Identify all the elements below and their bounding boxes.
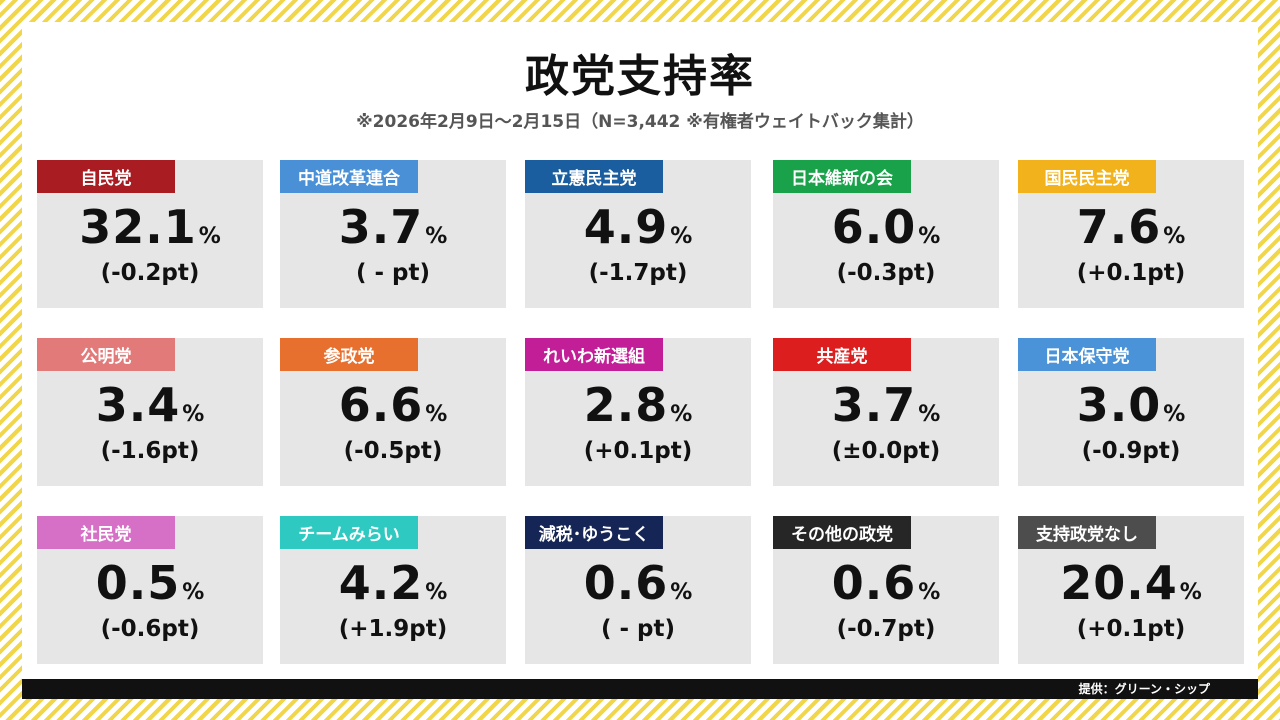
support-rate-value: 6.0 (831, 200, 917, 254)
percent-unit: % (918, 402, 941, 427)
party-name-label: 国民民主党 (1018, 160, 1156, 193)
party-name-label: 公明党 (37, 338, 175, 371)
party-name-label: 日本保守党 (1018, 338, 1156, 371)
party-card: 参政党 6.6% (-0.5pt) (280, 338, 506, 486)
party-name-label: 減税･ゆうこく (525, 516, 663, 549)
support-rate-value: 20.4 (1060, 556, 1178, 610)
support-rate-value: 4.2 (338, 556, 424, 610)
party-card: 支持政党なし 20.4% (+0.1pt) (1018, 516, 1244, 664)
support-rate-change: (+0.1pt) (583, 438, 693, 464)
party-name-label: 社民党 (37, 516, 175, 549)
party-name-label: 支持政党なし (1018, 516, 1156, 549)
support-rate-line: 32.1% (37, 200, 263, 254)
support-rate-change: (-0.9pt) (1081, 438, 1181, 464)
support-rate-change: ( - pt) (600, 616, 676, 642)
footer-bar: 提供：グリーン・シップ (22, 679, 1258, 699)
support-rate-change: (-1.6pt) (100, 438, 200, 464)
party-card: 国民民主党 7.6% (+0.1pt) (1018, 160, 1244, 308)
party-card: 自民党 32.1% (-0.2pt) (37, 160, 263, 308)
support-rate-line: 6.6% (280, 378, 506, 432)
party-card: 立憲民主党 4.9% (-1.7pt) (525, 160, 751, 308)
chart-title: 政党支持率 (525, 51, 755, 102)
support-rate-line: 6.0% (773, 200, 999, 254)
party-card: 公明党 3.4% (-1.6pt) (37, 338, 263, 486)
party-name-label: 参政党 (280, 338, 418, 371)
party-name-label: 立憲民主党 (525, 160, 663, 193)
support-rate-value: 0.6 (583, 556, 669, 610)
percent-unit: % (1163, 224, 1186, 249)
party-card: 共産党 3.7% (±0.0pt) (773, 338, 999, 486)
party-card: 減税･ゆうこく 0.6% ( - pt) (525, 516, 751, 664)
support-rate-value: 7.6 (1076, 200, 1162, 254)
support-rate-line: 2.8% (525, 378, 751, 432)
support-rate-line: 7.6% (1018, 200, 1244, 254)
support-rate-change: (-0.7pt) (836, 616, 936, 642)
support-rate-line: 3.7% (773, 378, 999, 432)
percent-unit: % (670, 580, 693, 605)
support-rate-change: (-0.2pt) (100, 260, 200, 286)
support-rate-change: (-1.7pt) (588, 260, 688, 286)
percent-unit: % (670, 224, 693, 249)
support-rate-change: (+0.1pt) (1076, 260, 1186, 286)
support-rate-change: (-0.6pt) (100, 616, 200, 642)
support-rate-line: 0.6% (525, 556, 751, 610)
support-rate-line: 4.9% (525, 200, 751, 254)
percent-unit: % (1179, 580, 1202, 605)
support-rate-value: 0.5 (95, 556, 181, 610)
support-rate-value: 2.8 (583, 378, 669, 432)
percent-unit: % (425, 224, 448, 249)
party-card: 社民党 0.5% (-0.6pt) (37, 516, 263, 664)
percent-unit: % (918, 224, 941, 249)
support-rate-line: 3.0% (1018, 378, 1244, 432)
support-rate-change: (+0.1pt) (1076, 616, 1186, 642)
party-card: れいわ新選組 2.8% (+0.1pt) (525, 338, 751, 486)
party-card: 日本維新の会 6.0% (-0.3pt) (773, 160, 999, 308)
party-card: その他の政党 0.6% (-0.7pt) (773, 516, 999, 664)
percent-unit: % (918, 580, 941, 605)
support-rate-line: 3.4% (37, 378, 263, 432)
support-rate-line: 20.4% (1018, 556, 1244, 610)
support-rate-change: ( - pt) (355, 260, 431, 286)
party-name-label: チームみらい (280, 516, 418, 549)
support-rate-change: (-0.5pt) (343, 438, 443, 464)
party-card: チームみらい 4.2% (+1.9pt) (280, 516, 506, 664)
percent-unit: % (670, 402, 693, 427)
percent-unit: % (182, 580, 205, 605)
support-rate-line: 0.5% (37, 556, 263, 610)
party-card: 日本保守党 3.0% (-0.9pt) (1018, 338, 1244, 486)
support-rate-line: 3.7% (280, 200, 506, 254)
percent-unit: % (182, 402, 205, 427)
party-name-label: 共産党 (773, 338, 911, 371)
support-rate-value: 3.7 (338, 200, 424, 254)
content-panel: 政党支持率 ※2026年2月9日～2月15日（N=3,442 ※有権者ウェイトバ… (22, 22, 1258, 692)
support-rate-value: 32.1 (79, 200, 197, 254)
party-name-label: その他の政党 (773, 516, 911, 549)
support-rate-value: 6.6 (338, 378, 424, 432)
support-rate-change: (±0.0pt) (831, 438, 941, 464)
support-rate-value: 3.0 (1076, 378, 1162, 432)
support-rate-change: (-0.3pt) (836, 260, 936, 286)
percent-unit: % (1163, 402, 1186, 427)
party-name-label: れいわ新選組 (525, 338, 663, 371)
support-rate-change: (+1.9pt) (338, 616, 448, 642)
support-rate-line: 0.6% (773, 556, 999, 610)
support-rate-line: 4.2% (280, 556, 506, 610)
support-rate-value: 3.4 (95, 378, 181, 432)
party-name-label: 自民党 (37, 160, 175, 193)
credit-text: 提供：グリーン・シップ (1078, 682, 1210, 696)
percent-unit: % (425, 402, 448, 427)
party-card: 中道改革連合 3.7% ( - pt) (280, 160, 506, 308)
chart-subtitle: ※2026年2月9日～2月15日（N=3,442 ※有権者ウェイトバック集計） (356, 112, 924, 132)
percent-unit: % (425, 580, 448, 605)
support-rate-value: 0.6 (831, 556, 917, 610)
party-name-label: 中道改革連合 (280, 160, 418, 193)
percent-unit: % (198, 224, 221, 249)
party-name-label: 日本維新の会 (773, 160, 911, 193)
support-rate-value: 3.7 (831, 378, 917, 432)
support-rate-value: 4.9 (583, 200, 669, 254)
